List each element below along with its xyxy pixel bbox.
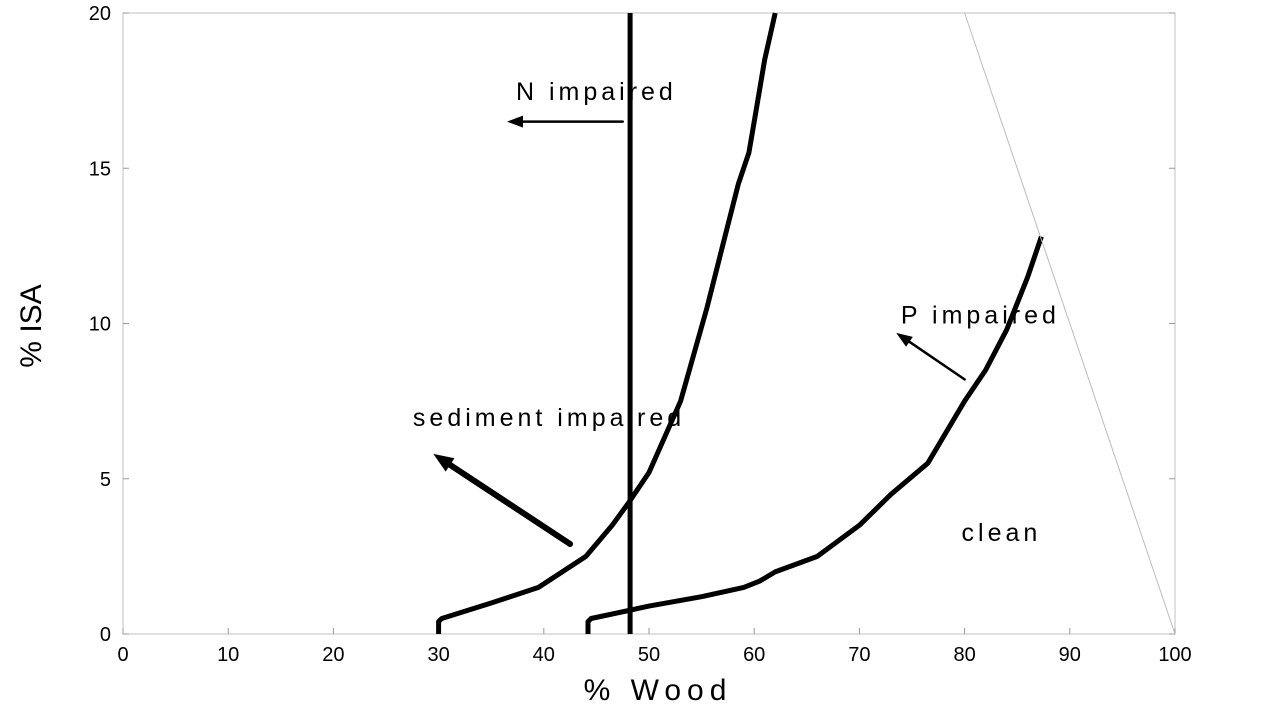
x-tick-labels: 0 10 20 30 40 50 60 70 80 90 100: [117, 644, 1191, 666]
annotation-label-2: sediment impaired: [413, 404, 685, 432]
y-tick-label-2: 10: [89, 314, 111, 336]
y-tick-label-0: 0: [100, 624, 111, 646]
y-tick-label-1: 5: [100, 469, 111, 491]
x-tick-label-6: 60: [743, 644, 765, 666]
x-tick-label-1: 10: [217, 644, 239, 666]
annotation-arrow-0: [506, 115, 624, 128]
y-axis-title: % ISA: [15, 284, 48, 367]
series-line-0: [436, 12, 778, 634]
x-tick-label-8: 80: [953, 644, 975, 666]
y-tick-label-4: 20: [89, 3, 111, 25]
x-axis-title: % Wood: [584, 674, 733, 707]
annotation-arrow-2: [433, 453, 574, 547]
x-tick-label-3: 30: [427, 644, 449, 666]
annotation-label-1: P impaired: [901, 302, 1060, 330]
annotation-arrows: [433, 115, 966, 547]
x-tick-label-10: 100: [1158, 644, 1191, 666]
x-tick-label-9: 90: [1059, 644, 1081, 666]
x-tick-label-2: 20: [322, 644, 344, 666]
x-tick-label-0: 0: [117, 644, 128, 666]
annotation-label-0: N impaired: [516, 78, 677, 106]
series-line-3: [964, 12, 1176, 635]
annotations: N impaired P impaired sediment impaired cle…: [413, 78, 1060, 547]
series-lines: [436, 12, 1176, 635]
y-tick-labels: 0 5 10 15 20: [89, 3, 111, 646]
y-tick-label-3: 15: [89, 158, 111, 180]
annotation-label-3: clean: [962, 519, 1042, 547]
x-tick-label-7: 70: [848, 644, 870, 666]
x-tick-label-5: 50: [638, 644, 660, 666]
x-tick-label-4: 40: [533, 644, 555, 666]
annotation-arrow-1: [896, 332, 966, 381]
series-line-1: [585, 235, 1044, 634]
